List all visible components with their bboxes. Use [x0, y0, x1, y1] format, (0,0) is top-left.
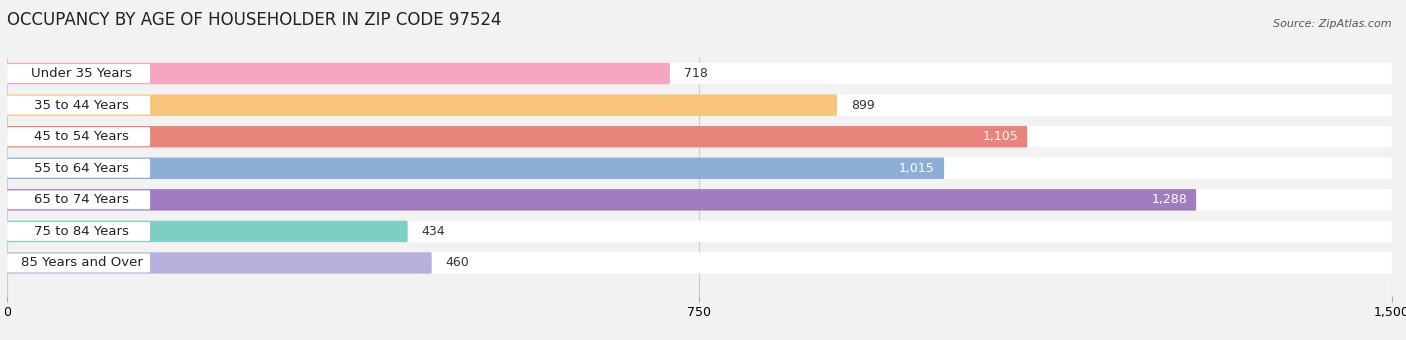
- FancyBboxPatch shape: [7, 221, 1392, 242]
- Text: 1,015: 1,015: [900, 162, 935, 175]
- Text: Source: ZipAtlas.com: Source: ZipAtlas.com: [1274, 19, 1392, 29]
- FancyBboxPatch shape: [7, 254, 150, 272]
- Text: 899: 899: [851, 99, 875, 112]
- FancyBboxPatch shape: [7, 221, 408, 242]
- Text: 65 to 74 Years: 65 to 74 Years: [34, 193, 129, 206]
- Text: OCCUPANCY BY AGE OF HOUSEHOLDER IN ZIP CODE 97524: OCCUPANCY BY AGE OF HOUSEHOLDER IN ZIP C…: [7, 11, 502, 29]
- Text: 85 Years and Over: 85 Years and Over: [21, 256, 142, 270]
- FancyBboxPatch shape: [7, 126, 1028, 148]
- Text: 460: 460: [446, 256, 470, 270]
- Text: 1,288: 1,288: [1152, 193, 1187, 206]
- FancyBboxPatch shape: [7, 222, 150, 241]
- Text: 75 to 84 Years: 75 to 84 Years: [34, 225, 129, 238]
- Text: 718: 718: [683, 67, 707, 80]
- FancyBboxPatch shape: [7, 126, 1392, 148]
- FancyBboxPatch shape: [7, 63, 1392, 84]
- FancyBboxPatch shape: [7, 190, 150, 209]
- Text: Under 35 Years: Under 35 Years: [31, 67, 132, 80]
- FancyBboxPatch shape: [7, 252, 432, 274]
- FancyBboxPatch shape: [7, 63, 669, 84]
- FancyBboxPatch shape: [7, 64, 150, 83]
- FancyBboxPatch shape: [7, 95, 837, 116]
- FancyBboxPatch shape: [7, 159, 150, 178]
- Text: 1,105: 1,105: [983, 130, 1018, 143]
- Text: 55 to 64 Years: 55 to 64 Years: [34, 162, 129, 175]
- FancyBboxPatch shape: [7, 96, 150, 115]
- FancyBboxPatch shape: [7, 157, 945, 179]
- FancyBboxPatch shape: [7, 127, 150, 146]
- FancyBboxPatch shape: [7, 189, 1197, 210]
- FancyBboxPatch shape: [7, 157, 1392, 179]
- Text: 45 to 54 Years: 45 to 54 Years: [34, 130, 129, 143]
- Text: 35 to 44 Years: 35 to 44 Years: [34, 99, 129, 112]
- FancyBboxPatch shape: [7, 189, 1392, 210]
- FancyBboxPatch shape: [7, 252, 1392, 274]
- FancyBboxPatch shape: [7, 95, 1392, 116]
- Text: 434: 434: [422, 225, 446, 238]
